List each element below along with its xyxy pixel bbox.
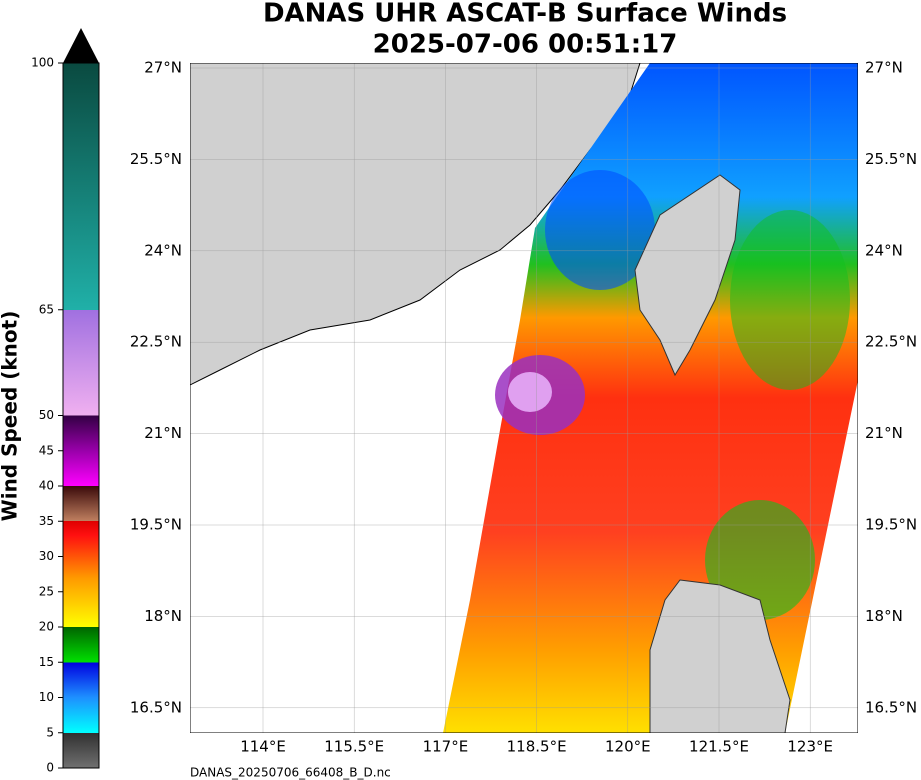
lon-label: 123°E [787,738,833,756]
lat-label-left: 21°N [144,424,182,442]
lat-label-left: 27°N [144,59,182,77]
lon-label: 121.5°E [689,738,749,756]
lon-label: 118.5°E [507,738,567,756]
colorbar-label: Wind Speed (knot) [0,311,22,522]
footer-file: DANAS_20250706_66408_B_D.nc [190,766,391,780]
title: DANAS UHR ASCAT-B Surface Winds [263,0,787,29]
colorbar-extend [63,28,99,63]
colorbar-tick-label: 50 [39,408,54,422]
colorbar-tick-label: 25 [39,584,54,598]
colorbar-tick-label: 45 [39,443,54,457]
lat-label-right: 16.5°N [865,698,917,716]
map [190,63,858,733]
subtitle: 2025-07-06 00:51:17 [373,30,678,60]
colorbar-tick-label: 30 [39,549,54,563]
lat-label-left: 18°N [144,607,182,625]
lon-label: 117°E [423,738,469,756]
lat-label-right: 24°N [865,241,903,259]
colorbar-tick-label: 20 [39,620,54,634]
colorbar-tick-label: 40 [39,479,54,493]
lat-label-left: 22.5°N [130,333,182,351]
lat-label-right: 25.5°N [865,150,917,168]
colorbar-tick-label: 10 [39,690,54,704]
lat-label-right: 18°N [865,607,903,625]
lat-label-right: 19.5°N [865,516,917,534]
lon-label: 120°E [605,738,651,756]
lat-label-left: 19.5°N [130,516,182,534]
lat-label-left: 24°N [144,241,182,259]
lat-label-left: 25.5°N [130,150,182,168]
lon-label: 114°E [240,738,286,756]
colorbar-tick-label: 5 [46,725,54,739]
colorbar-tick-label: 15 [39,655,54,669]
lon-label: 115.5°E [324,738,384,756]
colorbar-tick-label: 65 [39,302,54,316]
colorbar [62,62,100,769]
lat-label-left: 16.5°N [130,698,182,716]
colorbar-tick-label: 35 [39,514,54,528]
colorbar-tick-label: 100 [31,56,54,70]
lat-label-right: 21°N [865,424,903,442]
colorbar-tick-label: 0 [46,761,54,775]
lat-label-right: 22.5°N [865,333,917,351]
lat-label-right: 27°N [865,59,903,77]
